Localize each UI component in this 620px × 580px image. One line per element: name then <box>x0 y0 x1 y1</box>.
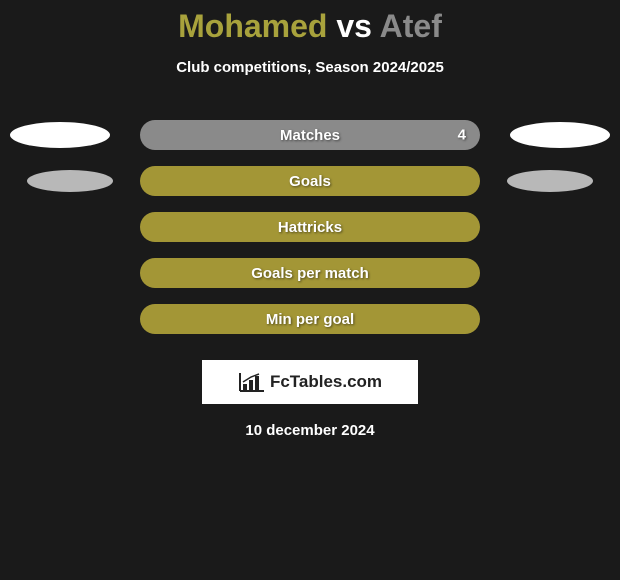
stat-label: Hattricks <box>278 219 342 236</box>
stat-row-min-per-goal: Min per goal <box>0 296 620 342</box>
logo-box: FcTables.com <box>202 360 418 404</box>
stat-row-goals: Goals <box>0 158 620 204</box>
stat-pill: Min per goal <box>140 304 480 334</box>
player1-name: Mohamed <box>178 8 327 44</box>
page-title: Mohamed vs Atef <box>0 0 620 45</box>
stat-value-right: 4 <box>458 127 466 144</box>
left-indicator-ellipse <box>10 122 110 148</box>
comparison-card: Mohamed vs Atef Club competitions, Seaso… <box>0 0 620 580</box>
title-connector: vs <box>336 8 372 44</box>
bar-chart-icon <box>238 371 266 393</box>
stat-pill: Matches 4 <box>140 120 480 150</box>
player2-name: Atef <box>380 8 442 44</box>
stat-pill: Goals <box>140 166 480 196</box>
date-label: 10 december 2024 <box>0 422 620 439</box>
logo-text: FcTables.com <box>270 372 382 392</box>
stat-row-goals-per-match: Goals per match <box>0 250 620 296</box>
stat-label: Min per goal <box>266 311 354 328</box>
subtitle: Club competitions, Season 2024/2025 <box>0 59 620 76</box>
left-indicator-ellipse <box>27 170 113 192</box>
stat-pill: Goals per match <box>140 258 480 288</box>
stat-row-hattricks: Hattricks <box>0 204 620 250</box>
stats-rows: Matches 4 Goals Hattricks Goals per matc… <box>0 112 620 342</box>
stat-label: Goals <box>289 173 331 190</box>
right-indicator-ellipse <box>510 122 610 148</box>
logo: FcTables.com <box>238 371 382 393</box>
stat-pill: Hattricks <box>140 212 480 242</box>
stat-label: Matches <box>280 127 340 144</box>
stat-row-matches: Matches 4 <box>0 112 620 158</box>
right-indicator-ellipse <box>507 170 593 192</box>
stat-label: Goals per match <box>251 265 369 282</box>
